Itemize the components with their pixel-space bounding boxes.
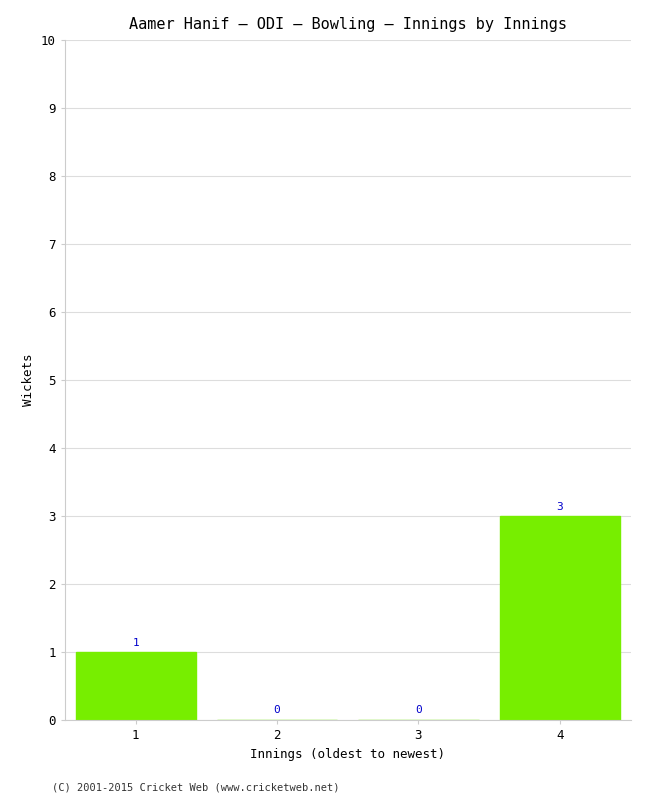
Title: Aamer Hanif – ODI – Bowling – Innings by Innings: Aamer Hanif – ODI – Bowling – Innings by… [129, 17, 567, 32]
Y-axis label: Wickets: Wickets [22, 354, 35, 406]
Text: 0: 0 [415, 705, 422, 714]
Bar [500, 516, 620, 720]
Text: (C) 2001-2015 Cricket Web (www.cricketweb.net): (C) 2001-2015 Cricket Web (www.cricketwe… [52, 782, 339, 792]
Text: 0: 0 [274, 705, 280, 714]
Text: 3: 3 [556, 502, 563, 512]
Bar [75, 652, 196, 720]
Text: 1: 1 [133, 638, 139, 648]
X-axis label: Innings (oldest to newest): Innings (oldest to newest) [250, 747, 445, 761]
